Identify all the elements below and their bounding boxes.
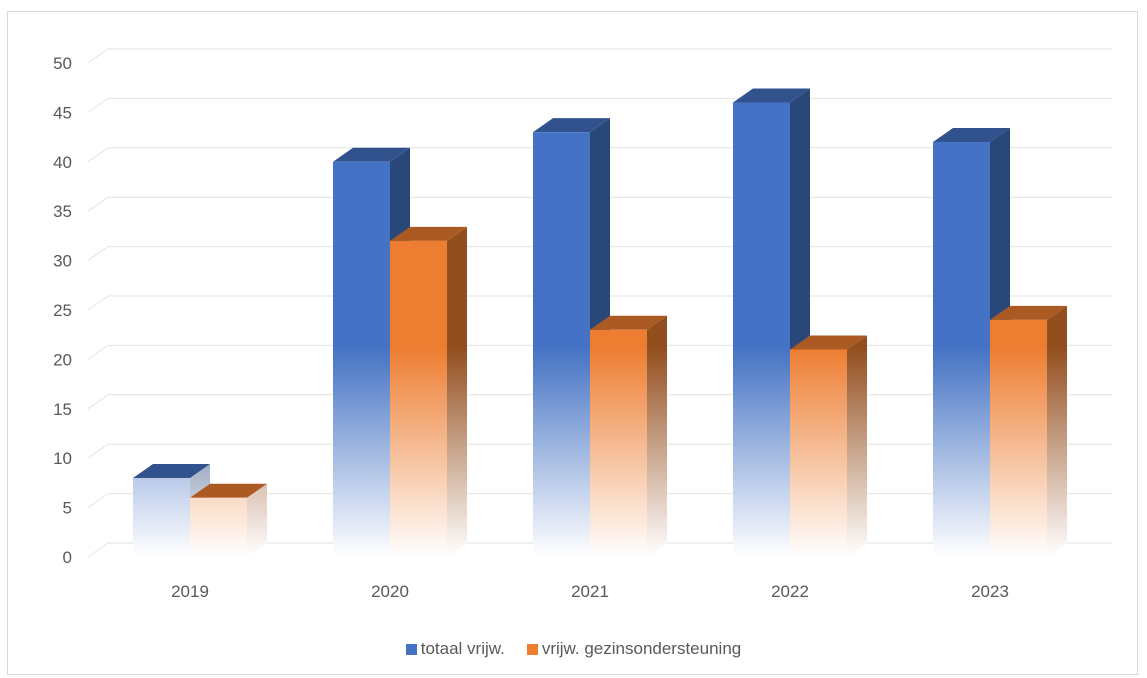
bar-gezinsondersteuning-2019 xyxy=(190,483,267,557)
y-tick-label: 20 xyxy=(53,350,72,369)
gridline-depth xyxy=(87,344,109,360)
gridline-depth xyxy=(87,295,109,311)
bar-gezinsondersteuning-2022 xyxy=(790,335,867,557)
x-tick-label: 2020 xyxy=(371,582,409,601)
y-tick-label: 15 xyxy=(53,400,72,419)
bars xyxy=(133,88,1067,558)
x-tick-label: 2021 xyxy=(571,582,609,601)
legend-label: vrijw. gezinsondersteuning xyxy=(541,639,742,658)
y-tick-label: 50 xyxy=(53,54,72,73)
legend-item-totaal: totaal vrijw. xyxy=(405,639,505,659)
legend: totaal vrijw. vrijw. gezinsondersteuning xyxy=(0,637,1147,661)
x-tick-label: 2019 xyxy=(171,582,209,601)
y-axis: 0 5 10 15 20 25 30 35 40 45 50 xyxy=(53,54,72,567)
y-tick-label: 0 xyxy=(63,548,72,567)
gridline-depth xyxy=(87,147,109,163)
legend-label: totaal vrijw. xyxy=(420,639,505,658)
gridline-depth xyxy=(87,48,109,64)
y-tick-label: 45 xyxy=(53,103,72,122)
gridline-depth xyxy=(87,493,109,509)
gridline-depth xyxy=(87,443,109,459)
bar-gezinsondersteuning-2021 xyxy=(590,315,667,557)
y-tick-label: 35 xyxy=(53,202,72,221)
gridline-depth xyxy=(87,246,109,262)
x-tick-label: 2023 xyxy=(971,582,1009,601)
x-tick-label: 2022 xyxy=(771,582,809,601)
y-tick-label: 25 xyxy=(53,301,72,320)
legend-swatch-blue xyxy=(405,643,417,655)
y-tick-label: 5 xyxy=(63,499,72,518)
y-tick-label: 40 xyxy=(53,153,72,172)
y-tick-label: 30 xyxy=(53,252,72,271)
gridline-depth xyxy=(87,196,109,212)
gridline-depth xyxy=(87,97,109,113)
legend-item-gezinsondersteuning: vrijw. gezinsondersteuning xyxy=(526,639,742,659)
gridline-depth xyxy=(87,542,109,558)
y-tick-label: 10 xyxy=(53,449,72,468)
bar-gezinsondersteuning-2023 xyxy=(990,305,1067,557)
x-axis: 2019 2020 2021 2022 2023 xyxy=(171,582,1009,601)
legend-swatch-orange xyxy=(526,643,538,655)
bar-gezinsondersteuning-2020 xyxy=(390,226,467,557)
gridline-depth xyxy=(87,394,109,410)
